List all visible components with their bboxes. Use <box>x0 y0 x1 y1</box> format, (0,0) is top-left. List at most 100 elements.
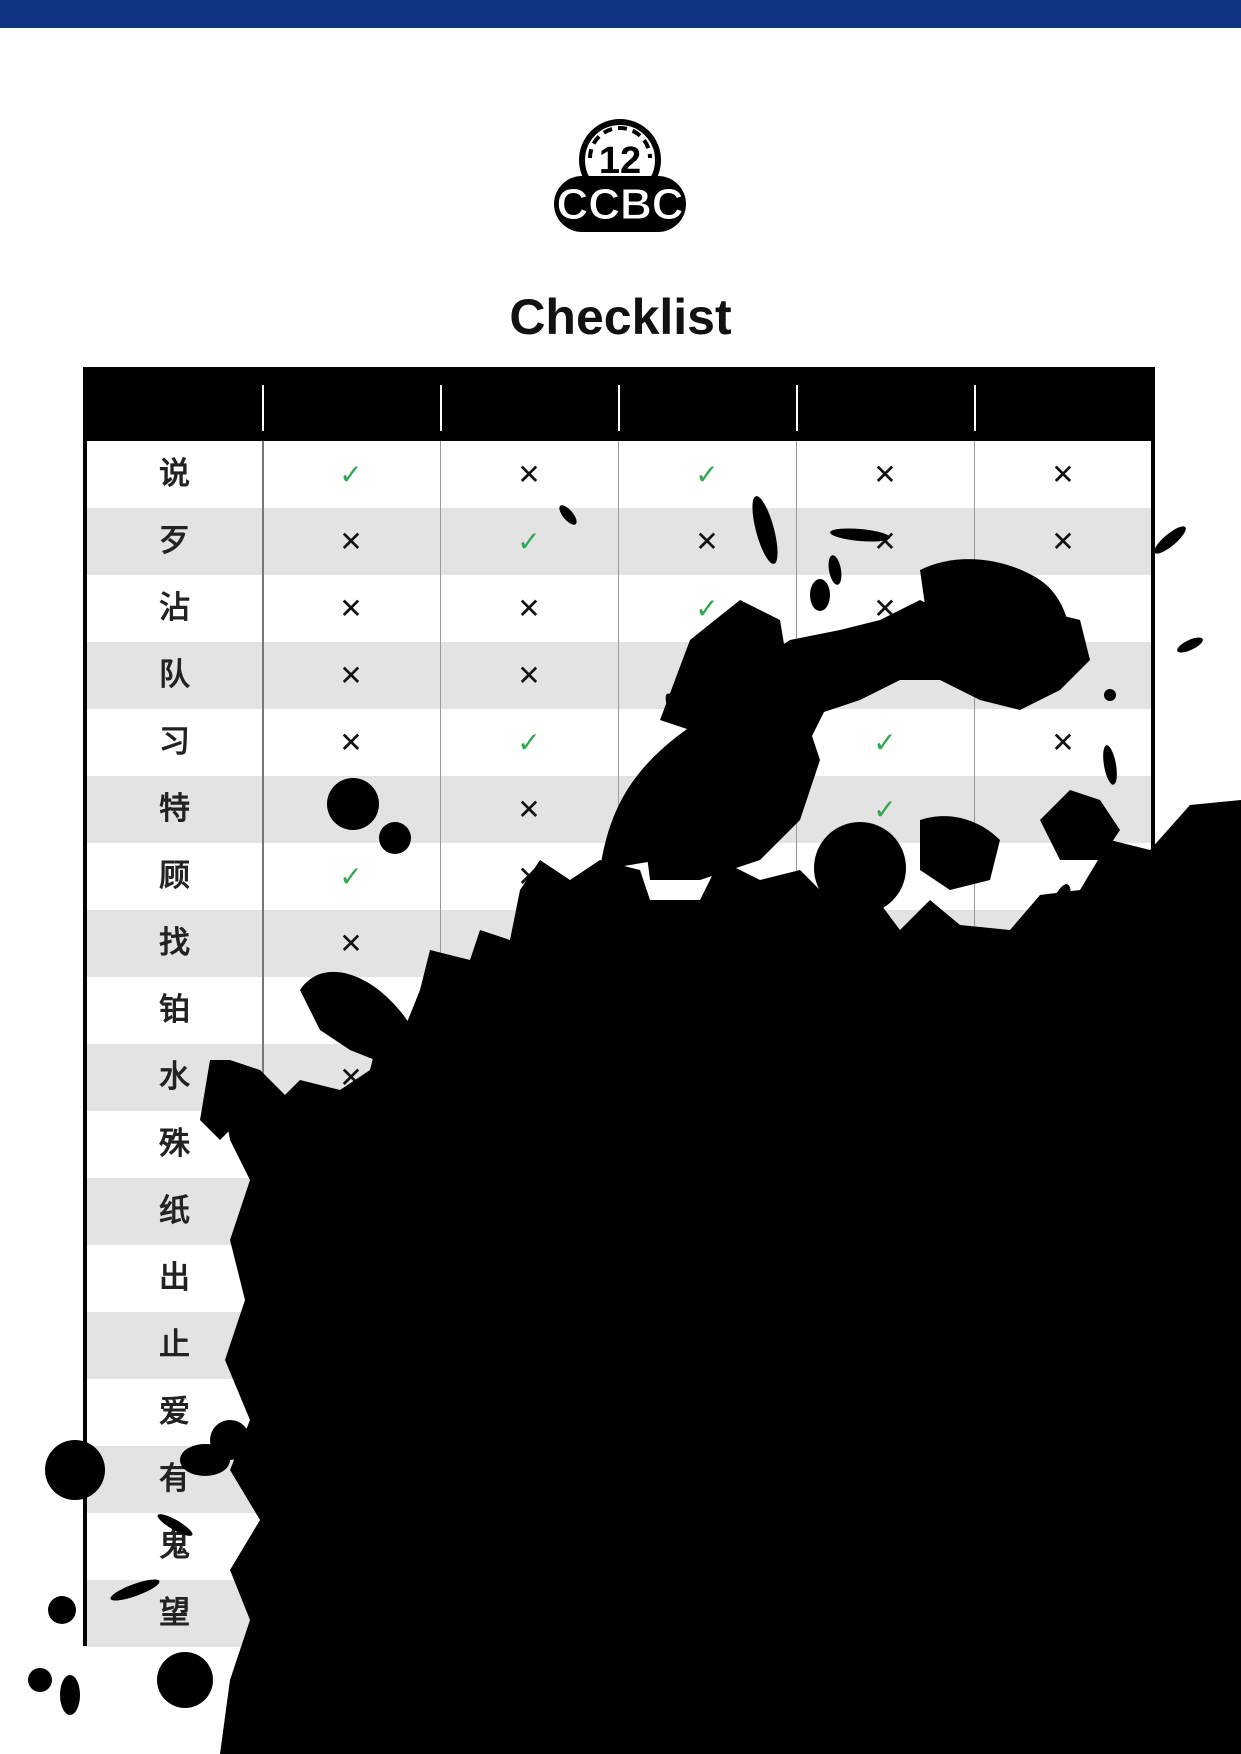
row-label: 习 <box>159 724 190 760</box>
empty-cell <box>440 1245 618 1312</box>
check-mark-icon: ✓ <box>517 525 541 558</box>
svg-text:CCBC: CCBC <box>556 180 683 229</box>
column-divider <box>440 441 441 1642</box>
empty-cell <box>262 1513 440 1580</box>
row-label: 找 <box>159 925 190 961</box>
table-row: 水 ✕ ✓ ✕ ✓ <box>87 1044 1151 1111</box>
column-header <box>796 371 974 438</box>
cross-mark-icon: ✕ <box>1051 458 1075 491</box>
check-mark-icon: ✓ <box>517 1061 541 1094</box>
table-row: 顾 ✓ ✕ <box>87 843 1151 910</box>
cross-mark-icon: ✕ <box>695 1061 719 1094</box>
table-row: 殊 ✓ ✕ ✕ ✓ <box>87 1111 1151 1178</box>
table-row: 特 ✕ ✓ ✓ <box>87 776 1151 843</box>
empty-cell <box>796 1379 974 1446</box>
check-mark-icon: ✓ <box>695 592 719 625</box>
cross-mark-icon: ✕ <box>517 927 541 960</box>
table-row: 习 ✕ ✓ ✓ ✕ <box>87 709 1151 776</box>
row-label: 歹 <box>159 523 190 559</box>
empty-cell <box>440 1446 618 1513</box>
empty-cell <box>796 1111 974 1178</box>
row-label: 铂 <box>159 992 190 1028</box>
check-mark-icon: ✓ <box>339 458 363 491</box>
empty-cell <box>618 776 796 843</box>
empty-cell <box>618 1178 796 1245</box>
cross-mark-icon: ✕ <box>695 525 719 558</box>
cross-mark-icon: ✕ <box>517 592 541 625</box>
empty-cell <box>796 1245 974 1312</box>
row-label: 望 <box>159 1595 190 1631</box>
table-row: 鬼 <box>87 1513 1151 1580</box>
check-mark-icon: ✓ <box>1051 1128 1075 1161</box>
empty-cell <box>440 977 618 1044</box>
column-divider <box>796 441 797 1642</box>
cross-mark-icon: ✕ <box>695 1128 719 1161</box>
row-label: 有 <box>159 1461 190 1497</box>
check-mark-icon: ✓ <box>873 793 897 826</box>
column-divider <box>262 441 264 1642</box>
table-row: 出 <box>87 1245 1151 1312</box>
empty-cell <box>618 1312 796 1379</box>
empty-cell <box>974 575 1152 642</box>
table-row: 队 ✕ ✕ ✕ <box>87 642 1151 709</box>
header-separator <box>974 385 976 431</box>
table-row: 沾 ✕ ✕ ✓ ✕ <box>87 575 1151 642</box>
table-row: 有 <box>87 1446 1151 1513</box>
cross-mark-icon: ✕ <box>517 458 541 491</box>
row-label: 特 <box>159 791 190 827</box>
column-header <box>618 371 796 438</box>
cross-mark-icon: ✕ <box>1051 726 1075 759</box>
cross-mark-icon: ✕ <box>517 659 541 692</box>
checklist-table: 说 ✓ ✕ ✓ ✕ ✕ 歹 ✕ ✓ ✕ ✕ ✕ 沾 ✕ ✕ ✓ ✕ 队 ✕ ✕ ✕ 习 ✕ ✓ ✓ ✕ 特 ✕ ✓ ✓ 顾 ✓ ✕ 找 ✕ ✕ ✓ ✕ ✓ 铂… <box>83 367 1155 1647</box>
row-label: 爱 <box>159 1394 190 1430</box>
row-label: 水 <box>159 1059 190 1095</box>
empty-cell <box>974 843 1152 910</box>
check-mark-icon: ✓ <box>873 726 897 759</box>
empty-cell <box>440 1312 618 1379</box>
empty-cell <box>618 1379 796 1446</box>
check-mark-icon: ✓ <box>1051 1061 1075 1094</box>
empty-cell <box>974 1379 1152 1446</box>
cross-mark-icon: ✕ <box>517 793 541 826</box>
check-mark-icon: ✓ <box>695 927 719 960</box>
cross-mark-icon: ✕ <box>339 592 363 625</box>
empty-cell <box>796 1044 974 1111</box>
empty-cell <box>440 1580 618 1647</box>
row-label: 队 <box>159 657 190 693</box>
empty-cell <box>796 1178 974 1245</box>
empty-cell <box>440 1513 618 1580</box>
table-row: 找 ✕ ✕ ✓ ✕ ✓ <box>87 910 1151 977</box>
check-mark-icon: ✓ <box>695 458 719 491</box>
header-separator <box>262 385 264 431</box>
empty-cell <box>618 1446 796 1513</box>
check-mark-icon: ✓ <box>339 1128 363 1161</box>
column-header <box>440 371 618 438</box>
empty-cell <box>262 1580 440 1647</box>
column-header <box>974 371 1152 438</box>
empty-cell <box>974 1513 1152 1580</box>
table-row: 爱 <box>87 1379 1151 1446</box>
cross-mark-icon: ✕ <box>339 1061 363 1094</box>
row-label: 顾 <box>159 858 190 894</box>
header-separator <box>618 385 620 431</box>
empty-cell <box>262 1379 440 1446</box>
header-separator <box>796 385 798 431</box>
empty-cell <box>262 1446 440 1513</box>
cross-mark-icon: ✕ <box>339 525 363 558</box>
empty-cell <box>440 1178 618 1245</box>
empty-cell <box>262 1312 440 1379</box>
check-mark-icon: ✓ <box>1051 793 1075 826</box>
empty-cell <box>262 977 440 1044</box>
empty-cell <box>974 977 1152 1044</box>
empty-cell <box>796 977 974 1044</box>
header-separator <box>440 385 442 431</box>
empty-cell <box>796 642 974 709</box>
column-divider <box>974 441 975 1642</box>
empty-cell <box>618 1580 796 1647</box>
row-label: 止 <box>159 1327 190 1363</box>
check-mark-icon: ✓ <box>517 726 541 759</box>
table-row: 望 <box>87 1580 1151 1647</box>
top-banner <box>0 0 1241 28</box>
table-row: 纸 <box>87 1178 1151 1245</box>
table-header <box>87 371 1151 441</box>
